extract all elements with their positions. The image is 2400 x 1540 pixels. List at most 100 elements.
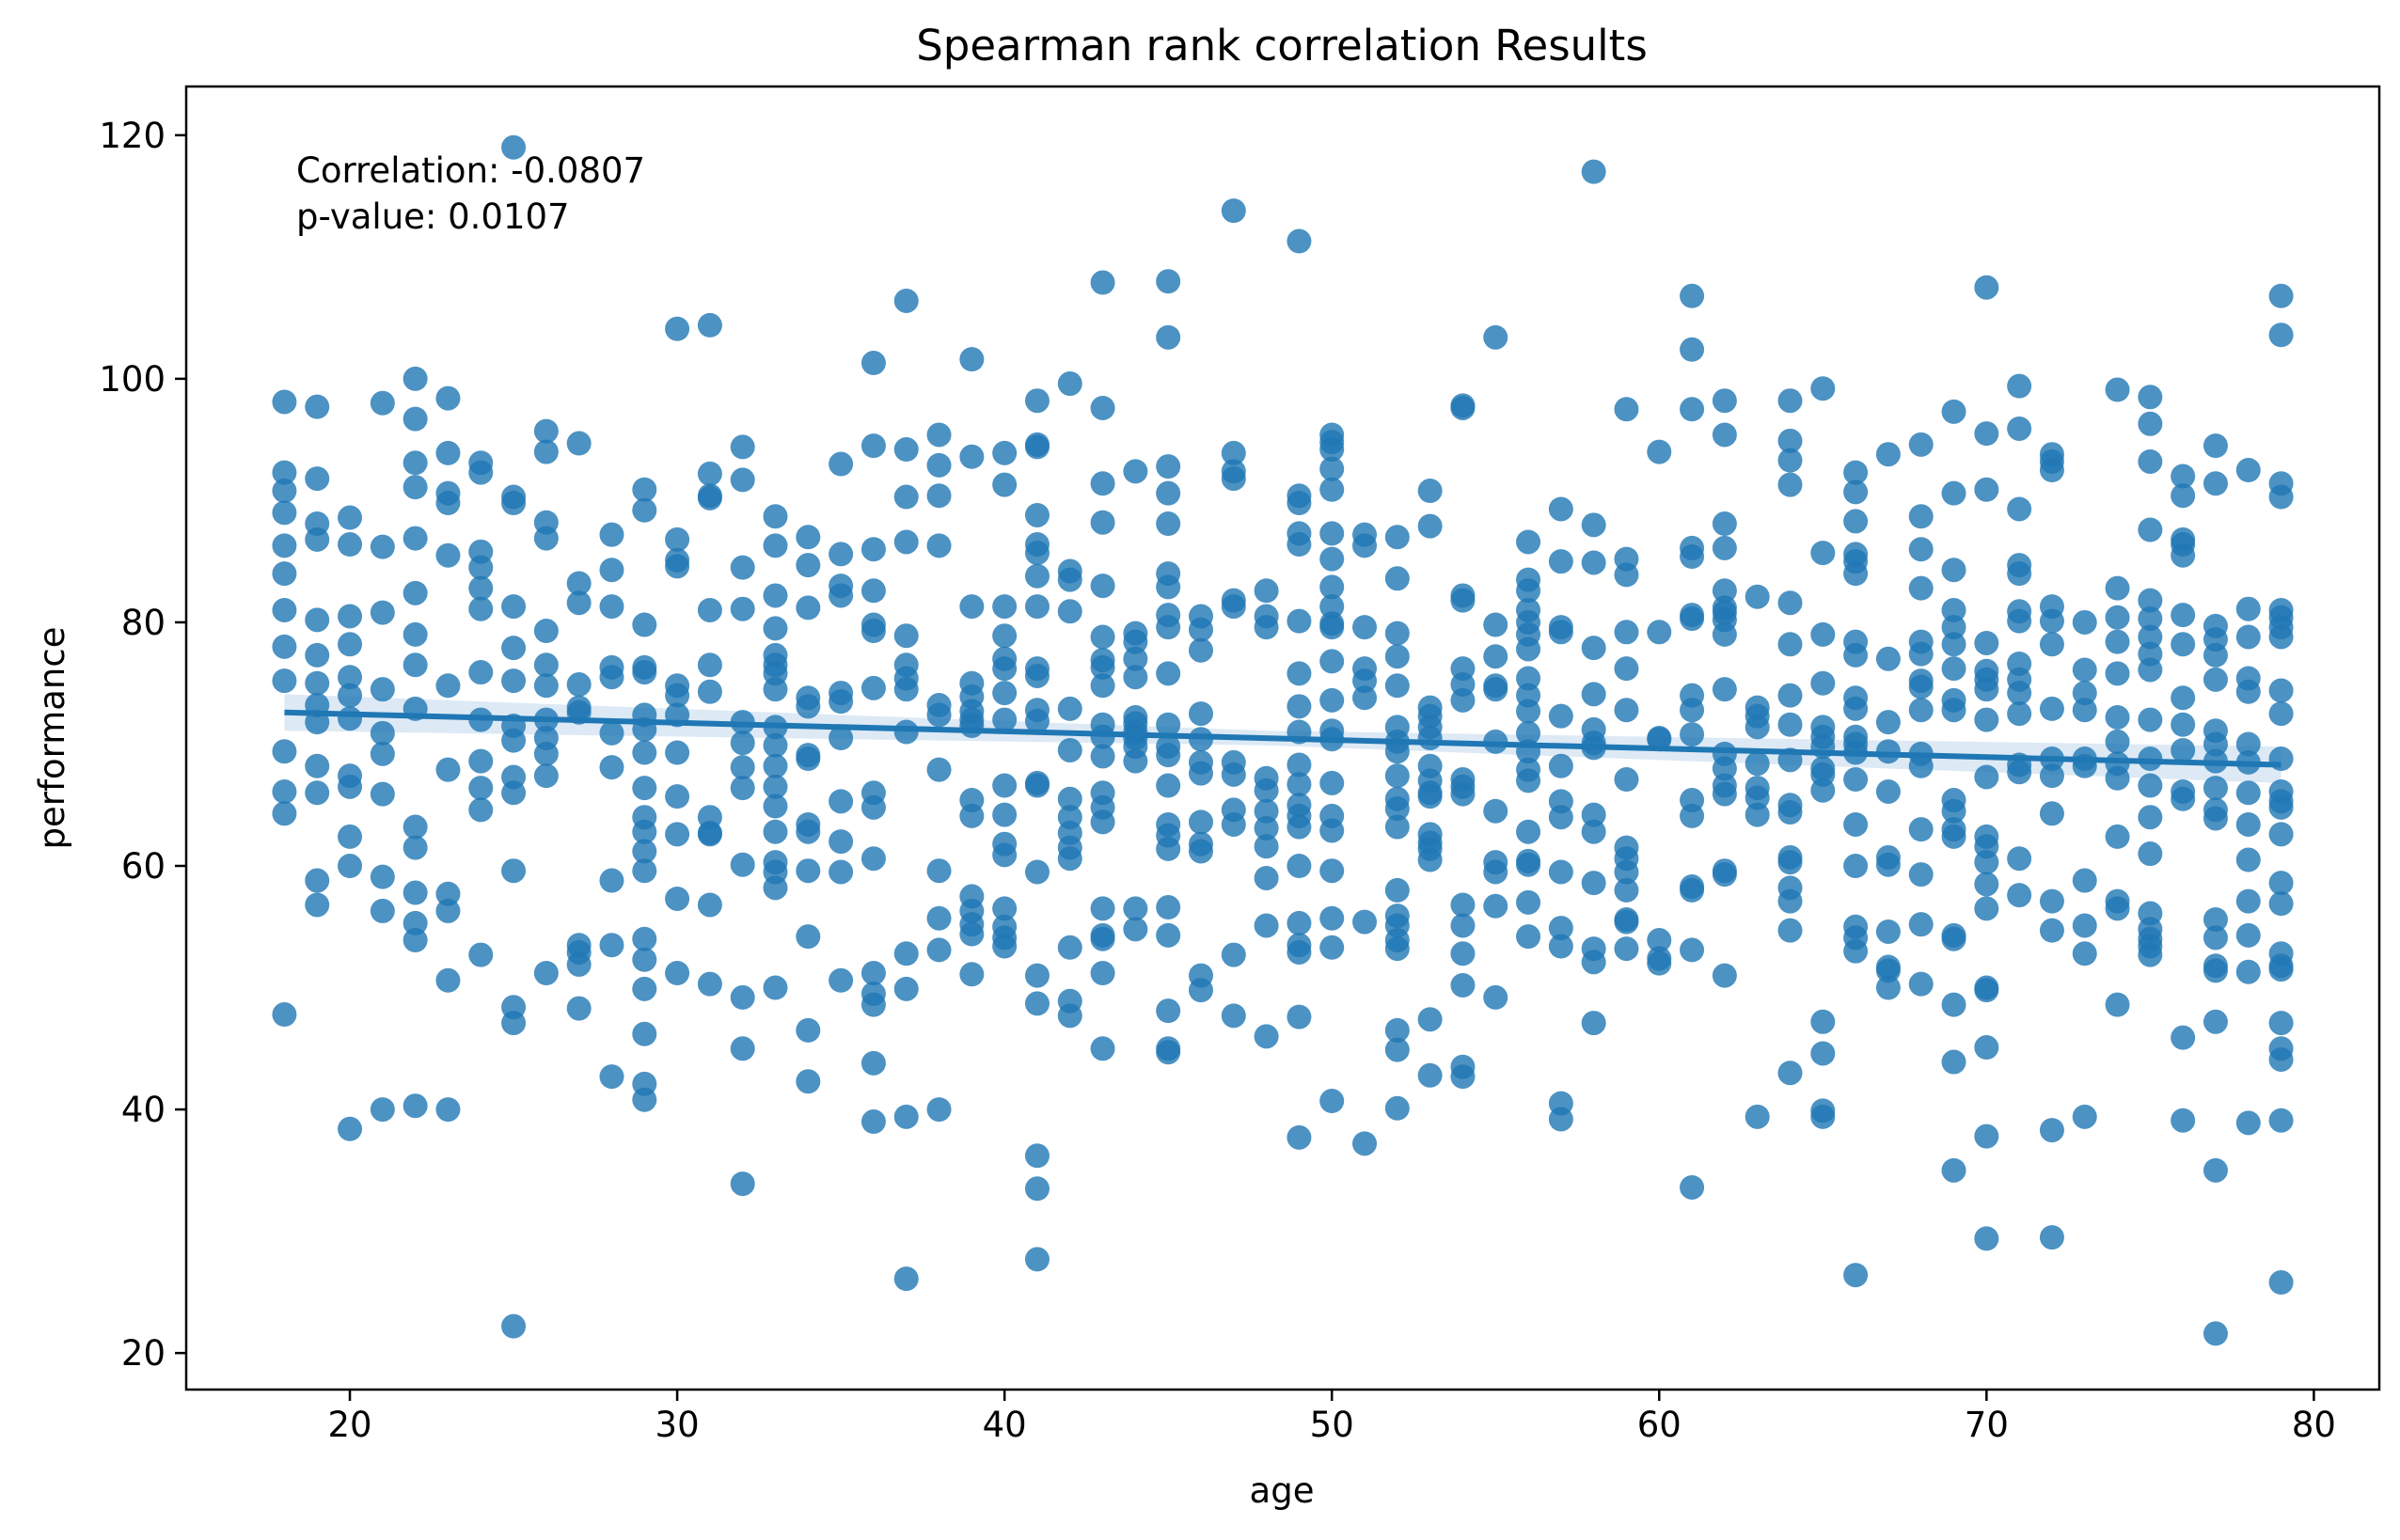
data-point xyxy=(1548,496,1573,522)
data-point xyxy=(1483,798,1508,824)
data-point xyxy=(1024,1143,1050,1169)
data-point xyxy=(468,460,494,485)
data-point xyxy=(1581,819,1606,844)
data-point xyxy=(403,450,428,476)
data-point xyxy=(730,467,755,493)
data-point xyxy=(370,534,395,559)
data-point xyxy=(861,675,886,700)
data-point xyxy=(370,1097,395,1123)
data-point xyxy=(599,1064,624,1090)
data-point xyxy=(730,852,755,877)
data-point xyxy=(2203,471,2228,496)
data-point xyxy=(1941,558,1966,583)
data-point xyxy=(665,316,690,341)
data-point xyxy=(1156,922,1181,948)
data-point xyxy=(665,784,690,809)
data-point xyxy=(1516,666,1541,691)
data-point xyxy=(665,526,690,552)
data-point xyxy=(1352,533,1378,558)
data-point xyxy=(435,757,461,782)
data-point xyxy=(2039,608,2064,634)
data-point xyxy=(1287,854,1312,879)
data-point xyxy=(305,892,330,918)
data-point xyxy=(403,526,428,551)
data-point xyxy=(697,461,722,486)
data-point xyxy=(893,1104,919,1129)
data-point xyxy=(632,1087,657,1112)
data-point xyxy=(1156,712,1181,737)
data-point xyxy=(1777,632,1803,657)
data-point xyxy=(2007,883,2032,908)
data-point xyxy=(1352,1131,1378,1156)
data-point xyxy=(2171,464,2196,489)
data-point xyxy=(272,389,297,415)
data-point xyxy=(1680,722,1705,747)
data-point xyxy=(338,683,363,708)
data-point xyxy=(763,732,788,758)
data-point xyxy=(1287,608,1312,634)
data-point xyxy=(1614,767,1639,793)
data-point xyxy=(893,484,919,510)
data-point xyxy=(2138,805,2163,830)
data-point xyxy=(1287,491,1312,516)
data-point xyxy=(1810,621,1836,647)
data-point xyxy=(1875,739,1901,764)
data-point xyxy=(1941,597,1966,622)
y-axis-label: performance xyxy=(32,627,72,850)
data-point xyxy=(893,437,919,463)
data-point xyxy=(305,466,330,492)
data-point xyxy=(1777,888,1803,914)
data-point xyxy=(533,526,559,551)
data-point xyxy=(1777,590,1803,616)
data-point xyxy=(305,526,330,552)
data-point xyxy=(861,351,886,376)
data-point xyxy=(1090,896,1115,921)
data-point xyxy=(305,670,330,696)
data-point xyxy=(2105,992,2130,1017)
data-point xyxy=(730,596,755,621)
data-point xyxy=(1254,778,1279,803)
data-point xyxy=(1875,442,1901,467)
data-point xyxy=(2039,918,2064,943)
data-point xyxy=(1941,632,1966,657)
data-point xyxy=(1777,800,1803,825)
data-point xyxy=(2039,1118,2064,1143)
data-point xyxy=(2203,806,2228,831)
data-point xyxy=(1221,762,1246,787)
data-point xyxy=(1319,770,1345,795)
data-point xyxy=(1581,950,1606,975)
data-point xyxy=(2235,888,2261,914)
data-point xyxy=(992,842,1018,868)
data-point xyxy=(533,741,559,766)
data-point xyxy=(1974,275,1999,300)
data-point xyxy=(2171,603,2196,628)
data-point xyxy=(1941,824,1966,849)
data-point xyxy=(599,755,624,780)
data-point xyxy=(829,451,854,477)
data-point xyxy=(1712,621,1737,647)
data-point xyxy=(959,921,985,947)
data-point xyxy=(763,819,788,844)
data-point xyxy=(1221,198,1246,224)
data-point xyxy=(403,652,428,678)
data-point xyxy=(1712,388,1737,414)
data-point xyxy=(599,665,624,690)
data-point xyxy=(829,726,854,750)
data-point xyxy=(1384,673,1410,699)
data-point xyxy=(2235,624,2261,650)
data-point xyxy=(1156,895,1181,920)
data-point xyxy=(2039,763,2064,789)
correlation-annotation: Correlation: -0.0807 xyxy=(296,150,645,191)
data-point xyxy=(1548,916,1573,941)
data-point xyxy=(1548,934,1573,959)
data-point xyxy=(1319,649,1345,674)
data-point xyxy=(1548,620,1573,645)
data-point xyxy=(1974,978,1999,1003)
data-point xyxy=(1319,818,1345,843)
data-point xyxy=(338,505,363,530)
data-point xyxy=(2235,596,2261,621)
data-point xyxy=(1188,839,1213,864)
data-point xyxy=(2203,907,2228,933)
data-point xyxy=(2007,846,2032,872)
data-point xyxy=(501,858,527,884)
